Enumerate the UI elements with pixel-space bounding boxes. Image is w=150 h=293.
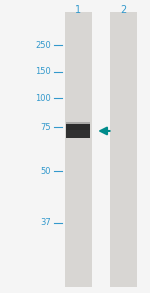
- Text: 250: 250: [35, 41, 51, 50]
- Text: 1: 1: [75, 5, 81, 15]
- Text: 150: 150: [35, 67, 51, 76]
- Text: 50: 50: [40, 167, 51, 176]
- Bar: [66, 124, 90, 137]
- Bar: [66, 122, 90, 130]
- Text: 100: 100: [35, 94, 51, 103]
- Text: 37: 37: [40, 218, 51, 227]
- Bar: [64, 12, 92, 287]
- Bar: [110, 12, 136, 287]
- Text: 2: 2: [120, 5, 126, 15]
- Text: 75: 75: [40, 123, 51, 132]
